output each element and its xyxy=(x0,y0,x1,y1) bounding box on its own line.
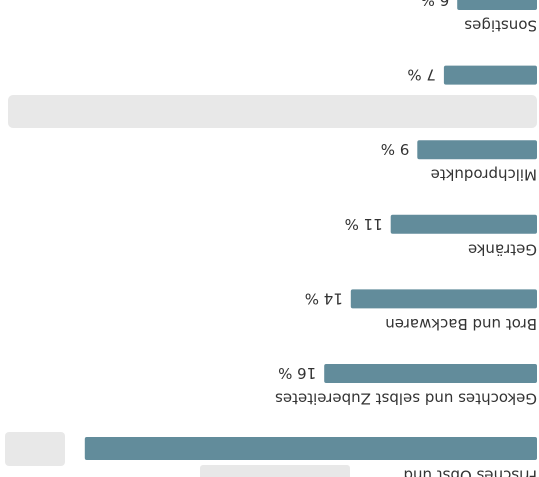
value-label: 11 % xyxy=(345,215,383,233)
bar xyxy=(324,364,537,383)
value-label: 7 % xyxy=(407,66,436,84)
rotated-view: Sonstiges Milchprodukte Getränke Brot und B… xyxy=(5,0,537,477)
value-label: 14 % xyxy=(305,289,343,307)
value-label: 6 % xyxy=(421,0,450,9)
bar xyxy=(390,214,537,234)
category-label: Frisches Obst und xyxy=(403,467,537,477)
skeleton-text xyxy=(200,465,350,477)
bar xyxy=(417,140,537,160)
bar xyxy=(350,289,537,309)
category-label: Brot und Backwaren xyxy=(385,315,537,333)
category-label: Getränke xyxy=(468,240,537,258)
value-label: 9 % xyxy=(381,140,410,158)
category-label: Gekochtes und selbst Zubereitetes xyxy=(275,390,537,408)
bar xyxy=(443,65,537,85)
bar xyxy=(84,437,537,460)
value-label: 16 % xyxy=(278,364,316,382)
bar xyxy=(457,0,537,10)
skeleton-button xyxy=(5,432,65,466)
skeleton-band xyxy=(8,95,537,128)
category-label: Sonstiges xyxy=(464,17,537,35)
category-label: Milchprodukte xyxy=(431,166,537,184)
